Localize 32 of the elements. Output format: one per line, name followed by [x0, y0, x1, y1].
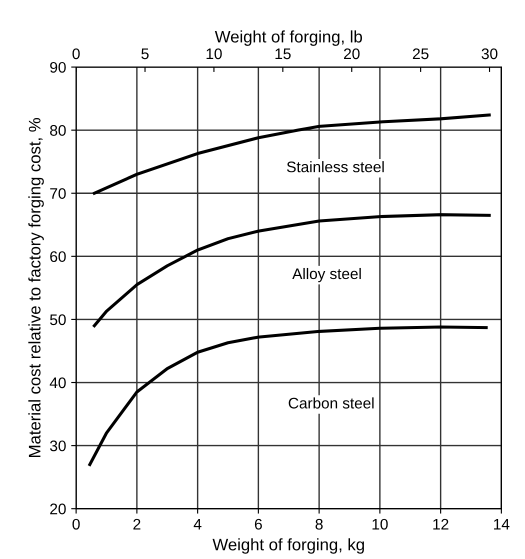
y-tick-label: 90 [50, 62, 66, 73]
line-series [88, 325, 488, 466]
y-axis-title: Material cost relative to factory forging cost, % [28, 118, 44, 457]
annotation: Alloy steel [292, 268, 361, 282]
x2-tick-label: 15 [275, 48, 291, 60]
x2-tick-label: 10 [206, 48, 222, 60]
x2-axis-title: Weight of forging, lb [214, 30, 362, 46]
annotation: Stainless steel [286, 161, 384, 172]
y-tick-label: 60 [50, 251, 66, 262]
x2-tick-label: 30 [482, 48, 498, 60]
x-tick-label: 12 [433, 518, 448, 530]
x-tick-label: 2 [133, 518, 140, 530]
y-tick-label: 70 [50, 188, 66, 199]
x-tick-label: 0 [72, 518, 80, 530]
x2-tick-label: 25 [412, 48, 428, 60]
annotation: Carbon steel [288, 397, 374, 409]
x-tick-label: 14 [494, 518, 510, 530]
line-series [92, 213, 491, 328]
y-tick-label: 50 [50, 314, 66, 326]
x-tick-label: 10 [372, 518, 388, 530]
x-tick-label: 6 [254, 518, 262, 530]
x2-tick-label: 0 [72, 48, 80, 60]
y-tick-label: 30 [50, 440, 66, 452]
y-tick-label: 80 [50, 125, 66, 136]
y-tick-label: 40 [50, 377, 66, 388]
line-series [92, 113, 491, 195]
y-tick-label: 20 [50, 504, 66, 514]
x-tick-label: 4 [194, 518, 202, 530]
x2-tick-label: 20 [344, 48, 360, 60]
x2-tick-label: 5 [141, 48, 149, 60]
x-tick-label: 8 [316, 518, 323, 530]
x-axis-title: Weight of forging, kg [212, 538, 364, 554]
